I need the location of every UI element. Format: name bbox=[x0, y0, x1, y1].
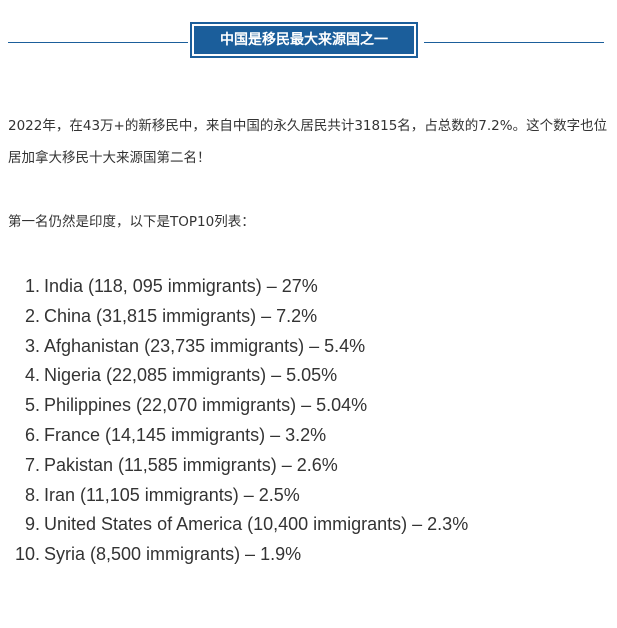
list-item-text: Philippines (22,070 immigrants) – 5.04% bbox=[44, 395, 368, 416]
list-item: 2. China (31,815 immigrants) – 7.2% bbox=[0, 302, 468, 332]
list-item: 7. Pakistan (11,585 immigrants) – 2.6% bbox=[0, 451, 468, 481]
list-item-text: Nigeria (22,085 immigrants) – 5.05% bbox=[44, 365, 338, 386]
list-item: 5. Philippines (22,070 immigrants) – 5.04… bbox=[0, 391, 468, 421]
intro-paragraph: 2022年，在43万+的新移民中，来自中国的永久居民共计31815名，占总数的7… bbox=[8, 118, 608, 166]
section-header: 中国是移民最大来源国之一 bbox=[8, 22, 604, 64]
list-number: 2. bbox=[24, 305, 40, 326]
list-item: 4. Nigeria (22,085 immigrants) – 5.05% bbox=[0, 361, 468, 391]
top10-list: 1. India (118, 095 immigrants) – 27% 2. Ch… bbox=[0, 272, 468, 570]
list-item: 8. Iran (11,105 immigrants) – 2.5% bbox=[0, 481, 468, 511]
list-item-text: Iran (11,105 immigrants) – 2.5% bbox=[44, 484, 300, 505]
list-item-text: India (118, 095 immigrants) – 27% bbox=[44, 276, 318, 296]
list-number: 1. bbox=[24, 276, 40, 296]
list-intro-paragraph: 第一名仍然是印度，以下是TOP10列表： bbox=[8, 214, 255, 230]
list-number: 9. bbox=[24, 514, 40, 535]
list-item-text: Pakistan (11,585 immigrants) – 2.6% bbox=[44, 454, 338, 475]
section-title: 中国是移民最大来源国之一 bbox=[194, 26, 414, 54]
header-divider-left bbox=[8, 42, 188, 43]
list-number: 7. bbox=[24, 454, 40, 475]
list-number: 4. bbox=[24, 365, 40, 386]
list-item-text: France (14,145 immigrants) – 3.2% bbox=[44, 424, 327, 445]
list-item-text: Syria (8,500 immigrants) – 1.9% bbox=[44, 544, 302, 565]
list-number: 6. bbox=[24, 424, 40, 445]
list-item: 3. Afghanistan (23,735 immigrants) – 5.4% bbox=[0, 332, 468, 362]
list-number: 3. bbox=[24, 335, 40, 356]
list-number: 10. bbox=[14, 544, 40, 565]
list-item-text: Afghanistan (23,735 immigrants) – 5.4% bbox=[44, 335, 366, 356]
list-item: 10. Syria (8,500 immigrants) – 1.9% bbox=[0, 540, 468, 570]
header-title-box: 中国是移民最大来源国之一 bbox=[190, 22, 418, 58]
list-item-text: United States of America (10,400 immigra… bbox=[44, 514, 469, 535]
list-number: 5. bbox=[24, 395, 40, 416]
list-number: 8. bbox=[24, 484, 40, 505]
list-item-text: China (31,815 immigrants) – 7.2% bbox=[44, 305, 318, 326]
list-item: 9. United States of America (10,400 immig… bbox=[0, 510, 468, 540]
list-item: 1. India (118, 095 immigrants) – 27% bbox=[0, 272, 468, 302]
header-divider-right bbox=[424, 42, 604, 43]
list-item: 6. France (14,145 immigrants) – 3.2% bbox=[0, 421, 468, 451]
